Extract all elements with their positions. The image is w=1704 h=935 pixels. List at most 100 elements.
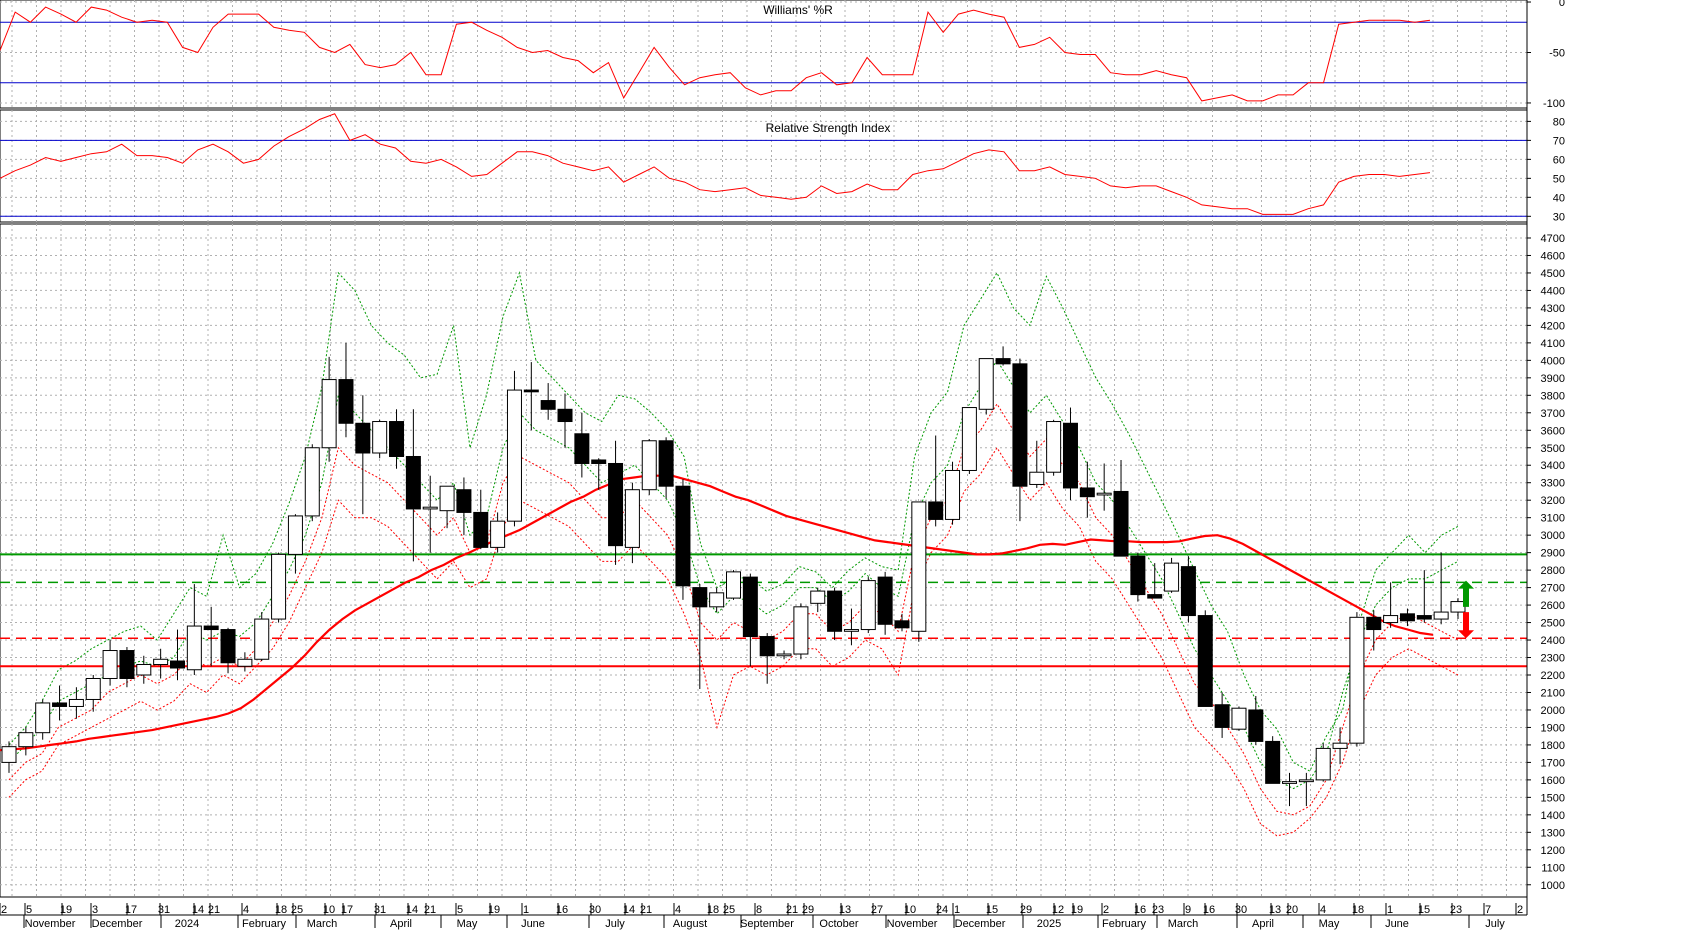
candle-up bbox=[1282, 781, 1298, 784]
y-tick-label: 4200 bbox=[1541, 320, 1565, 332]
candle-up bbox=[1164, 562, 1180, 592]
candle-down bbox=[1079, 487, 1095, 498]
candle-up bbox=[490, 520, 506, 548]
x-day-label: 16 bbox=[1134, 904, 1146, 916]
candle-down bbox=[389, 421, 405, 457]
y-tick-label: 4300 bbox=[1541, 303, 1565, 315]
candle-up bbox=[136, 664, 152, 676]
y-tick-label: 30 bbox=[1553, 211, 1565, 223]
y-tick-label: 80 bbox=[1553, 116, 1565, 128]
x-day-label: 29 bbox=[1020, 904, 1032, 916]
williams-r-panel: Williams' %R bbox=[0, 3, 1527, 102]
candle-up bbox=[1450, 601, 1466, 613]
candle-down bbox=[203, 625, 219, 631]
candle-up bbox=[726, 571, 741, 599]
y-tick-label: 4100 bbox=[1541, 338, 1565, 350]
x-day-label: 1 bbox=[1387, 904, 1393, 916]
x-day-label: 30 bbox=[1235, 904, 1247, 916]
x-day-label: 9 bbox=[1185, 904, 1191, 916]
x-day-label: 2 bbox=[1103, 904, 1109, 916]
candle-up bbox=[237, 658, 253, 667]
x-day-label: 4 bbox=[1320, 904, 1326, 916]
x-month-label: September bbox=[740, 918, 794, 930]
candle-down bbox=[877, 576, 893, 625]
y-tick-label: 3300 bbox=[1541, 478, 1565, 490]
candle-up bbox=[102, 650, 118, 679]
candle-down bbox=[220, 629, 236, 664]
y-tick-label: 1100 bbox=[1541, 862, 1565, 874]
x-day-label: 19 bbox=[488, 904, 500, 916]
candle-down bbox=[928, 501, 944, 520]
x-day-label: 2 bbox=[1517, 904, 1523, 916]
candle-up bbox=[1349, 616, 1365, 744]
x-day-label: 7 bbox=[1485, 904, 1491, 916]
candle-up bbox=[18, 732, 34, 748]
candle-down bbox=[1147, 594, 1163, 599]
candle-up bbox=[422, 506, 438, 510]
y-tick-label: 1400 bbox=[1541, 810, 1565, 822]
candle-up bbox=[793, 606, 809, 655]
candle-down bbox=[1214, 704, 1230, 728]
candle-up bbox=[271, 553, 287, 620]
y-tick-label: 3900 bbox=[1541, 373, 1565, 385]
candle-up bbox=[304, 447, 320, 517]
y-tick-label: 2500 bbox=[1541, 618, 1565, 630]
x-day-label: 10 bbox=[323, 904, 335, 916]
x-day-label: 23 bbox=[1152, 904, 1164, 916]
williams-r-title: Williams' %R bbox=[763, 3, 833, 17]
y-tick-label: 3100 bbox=[1541, 513, 1565, 525]
y-tick-label: 2800 bbox=[1541, 565, 1565, 577]
candle-up bbox=[1433, 611, 1449, 620]
y-tick-label: 2400 bbox=[1541, 635, 1565, 647]
up-arrow-icon bbox=[1458, 580, 1474, 607]
x-day-label: 12 bbox=[1052, 904, 1064, 916]
x-day-label: 1 bbox=[523, 904, 529, 916]
y-tick-label: 2100 bbox=[1541, 687, 1565, 699]
candle-up bbox=[911, 501, 927, 632]
x-month-label: 2025 bbox=[1037, 918, 1061, 930]
candle-up bbox=[945, 469, 961, 520]
candle-down bbox=[1366, 616, 1382, 631]
x-month-label: July bbox=[605, 918, 625, 930]
x-day-label: 5 bbox=[457, 904, 463, 916]
candle-down bbox=[658, 440, 674, 487]
candle-up bbox=[978, 358, 994, 410]
x-day-label: 15 bbox=[1418, 904, 1430, 916]
candle-down bbox=[557, 408, 573, 423]
x-day-label: 2 bbox=[1, 904, 7, 916]
y-tick-label: 2700 bbox=[1541, 583, 1565, 595]
candle-down bbox=[1062, 422, 1078, 489]
candle-down bbox=[1130, 555, 1146, 596]
x-month-label: June bbox=[1385, 918, 1409, 930]
candle-up bbox=[254, 618, 270, 660]
x-day-label: 21 bbox=[786, 904, 798, 916]
down-arrow-icon bbox=[1458, 612, 1474, 639]
candle-down bbox=[355, 422, 371, 454]
oscillator-line bbox=[0, 113, 1431, 215]
candle-up bbox=[860, 580, 876, 631]
x-day-label: 13 bbox=[839, 904, 851, 916]
candle-up bbox=[372, 421, 388, 454]
y-tick-label: 3000 bbox=[1541, 530, 1565, 542]
x-day-label: 3 bbox=[92, 904, 98, 916]
y-tick-label: 70 bbox=[1553, 135, 1565, 147]
x-day-label: 21 bbox=[208, 904, 220, 916]
candle-down bbox=[574, 433, 590, 464]
y-tick-label: -100 bbox=[1543, 98, 1565, 110]
candle-down bbox=[52, 702, 68, 707]
x-month-label: June bbox=[521, 918, 545, 930]
x-day-label: 21 bbox=[640, 904, 652, 916]
y-tick-label: 1700 bbox=[1541, 757, 1565, 769]
oscillator-line bbox=[0, 6, 1431, 102]
envelope-red-lower bbox=[8, 446, 1459, 837]
x-day-label: 16 bbox=[1203, 904, 1215, 916]
x-month-label: December bbox=[92, 918, 143, 930]
y-tick-label: 4000 bbox=[1541, 355, 1565, 367]
rsi-title: Relative Strength Index bbox=[766, 121, 891, 135]
envelope-red-upper bbox=[8, 403, 1459, 816]
candle-down bbox=[759, 636, 775, 657]
candle-up bbox=[1332, 742, 1348, 749]
candle-down bbox=[692, 587, 708, 608]
x-day-label: 16 bbox=[556, 904, 568, 916]
